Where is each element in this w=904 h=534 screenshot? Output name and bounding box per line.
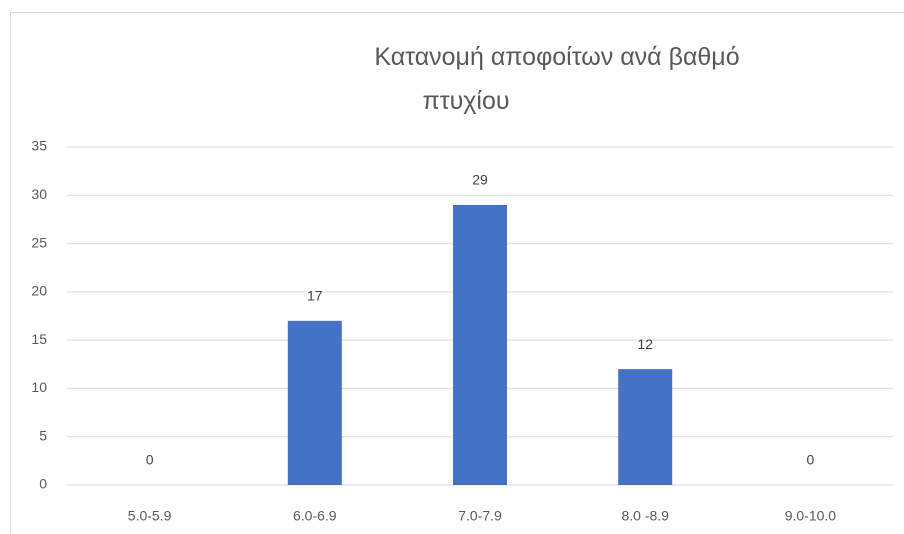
chart-title: Κατανομή αποφοίτων ανά βαθμό πτυχίου (374, 43, 739, 115)
x-tick-label: 6.0-6.9 (293, 508, 337, 524)
y-tick-label: 35 (31, 138, 47, 154)
x-tick-label: 5.0-5.9 (128, 508, 172, 524)
data-label: 17 (307, 288, 323, 304)
data-label: 0 (146, 452, 154, 468)
y-tick-label: 25 (31, 234, 47, 250)
data-label: 0 (807, 452, 815, 468)
y-tick-label: 20 (31, 283, 47, 299)
data-label: 29 (472, 172, 488, 188)
title-line: Κατανομή αποφοίτων ανά βαθμό (374, 43, 739, 71)
y-tick-label: 15 (31, 331, 47, 347)
y-tick-label: 30 (31, 186, 47, 202)
y-tick-label: 5 (39, 427, 47, 443)
x-tick-label: 7.0-7.9 (458, 508, 502, 524)
data-label: 12 (637, 336, 653, 352)
x-tick-label: 8.0 -8.9 (621, 508, 669, 524)
bar (453, 204, 507, 485)
y-tick-label: 10 (31, 379, 47, 395)
y-tick-label: 0 (39, 476, 47, 492)
bar (287, 320, 342, 485)
x-tick-label: 9.0-10.0 (785, 508, 837, 524)
title-line: πτυχίου (422, 87, 509, 115)
bar (618, 369, 673, 485)
